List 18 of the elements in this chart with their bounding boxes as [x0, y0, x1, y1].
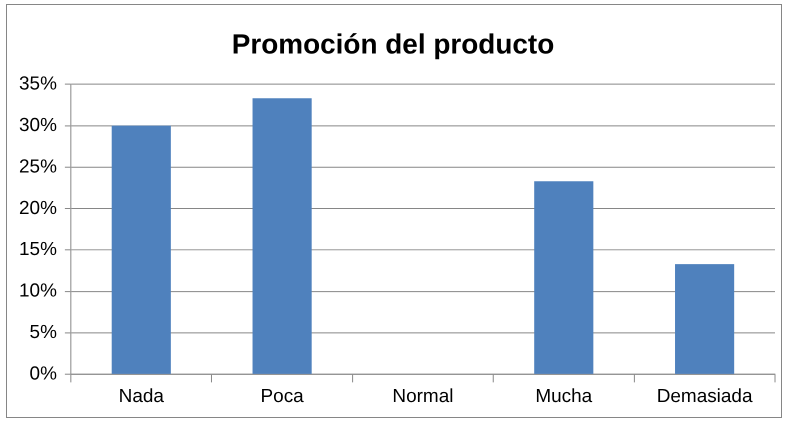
x-tick-label: Nada [118, 386, 164, 407]
y-tick-label: 30% [19, 114, 58, 136]
y-tick-label: 25% [19, 156, 58, 178]
bar [252, 98, 312, 374]
bar [112, 126, 171, 374]
x-tick-label: Demasiada [656, 386, 753, 407]
bar [675, 264, 734, 374]
y-tick-label: 10% [19, 280, 58, 302]
chart-title: Promoción del producto [232, 28, 554, 60]
y-tick-label: 5% [30, 322, 58, 344]
y-tick-label: 0% [30, 364, 58, 385]
x-tick-label: Normal [392, 386, 454, 407]
x-tick-label: Poca [260, 386, 304, 407]
y-tick-label: 15% [19, 239, 58, 260]
y-tick-label: 35% [19, 73, 58, 94]
y-tick-label: 20% [19, 198, 58, 219]
bar [534, 181, 594, 374]
x-tick-label: Mucha [535, 386, 593, 407]
